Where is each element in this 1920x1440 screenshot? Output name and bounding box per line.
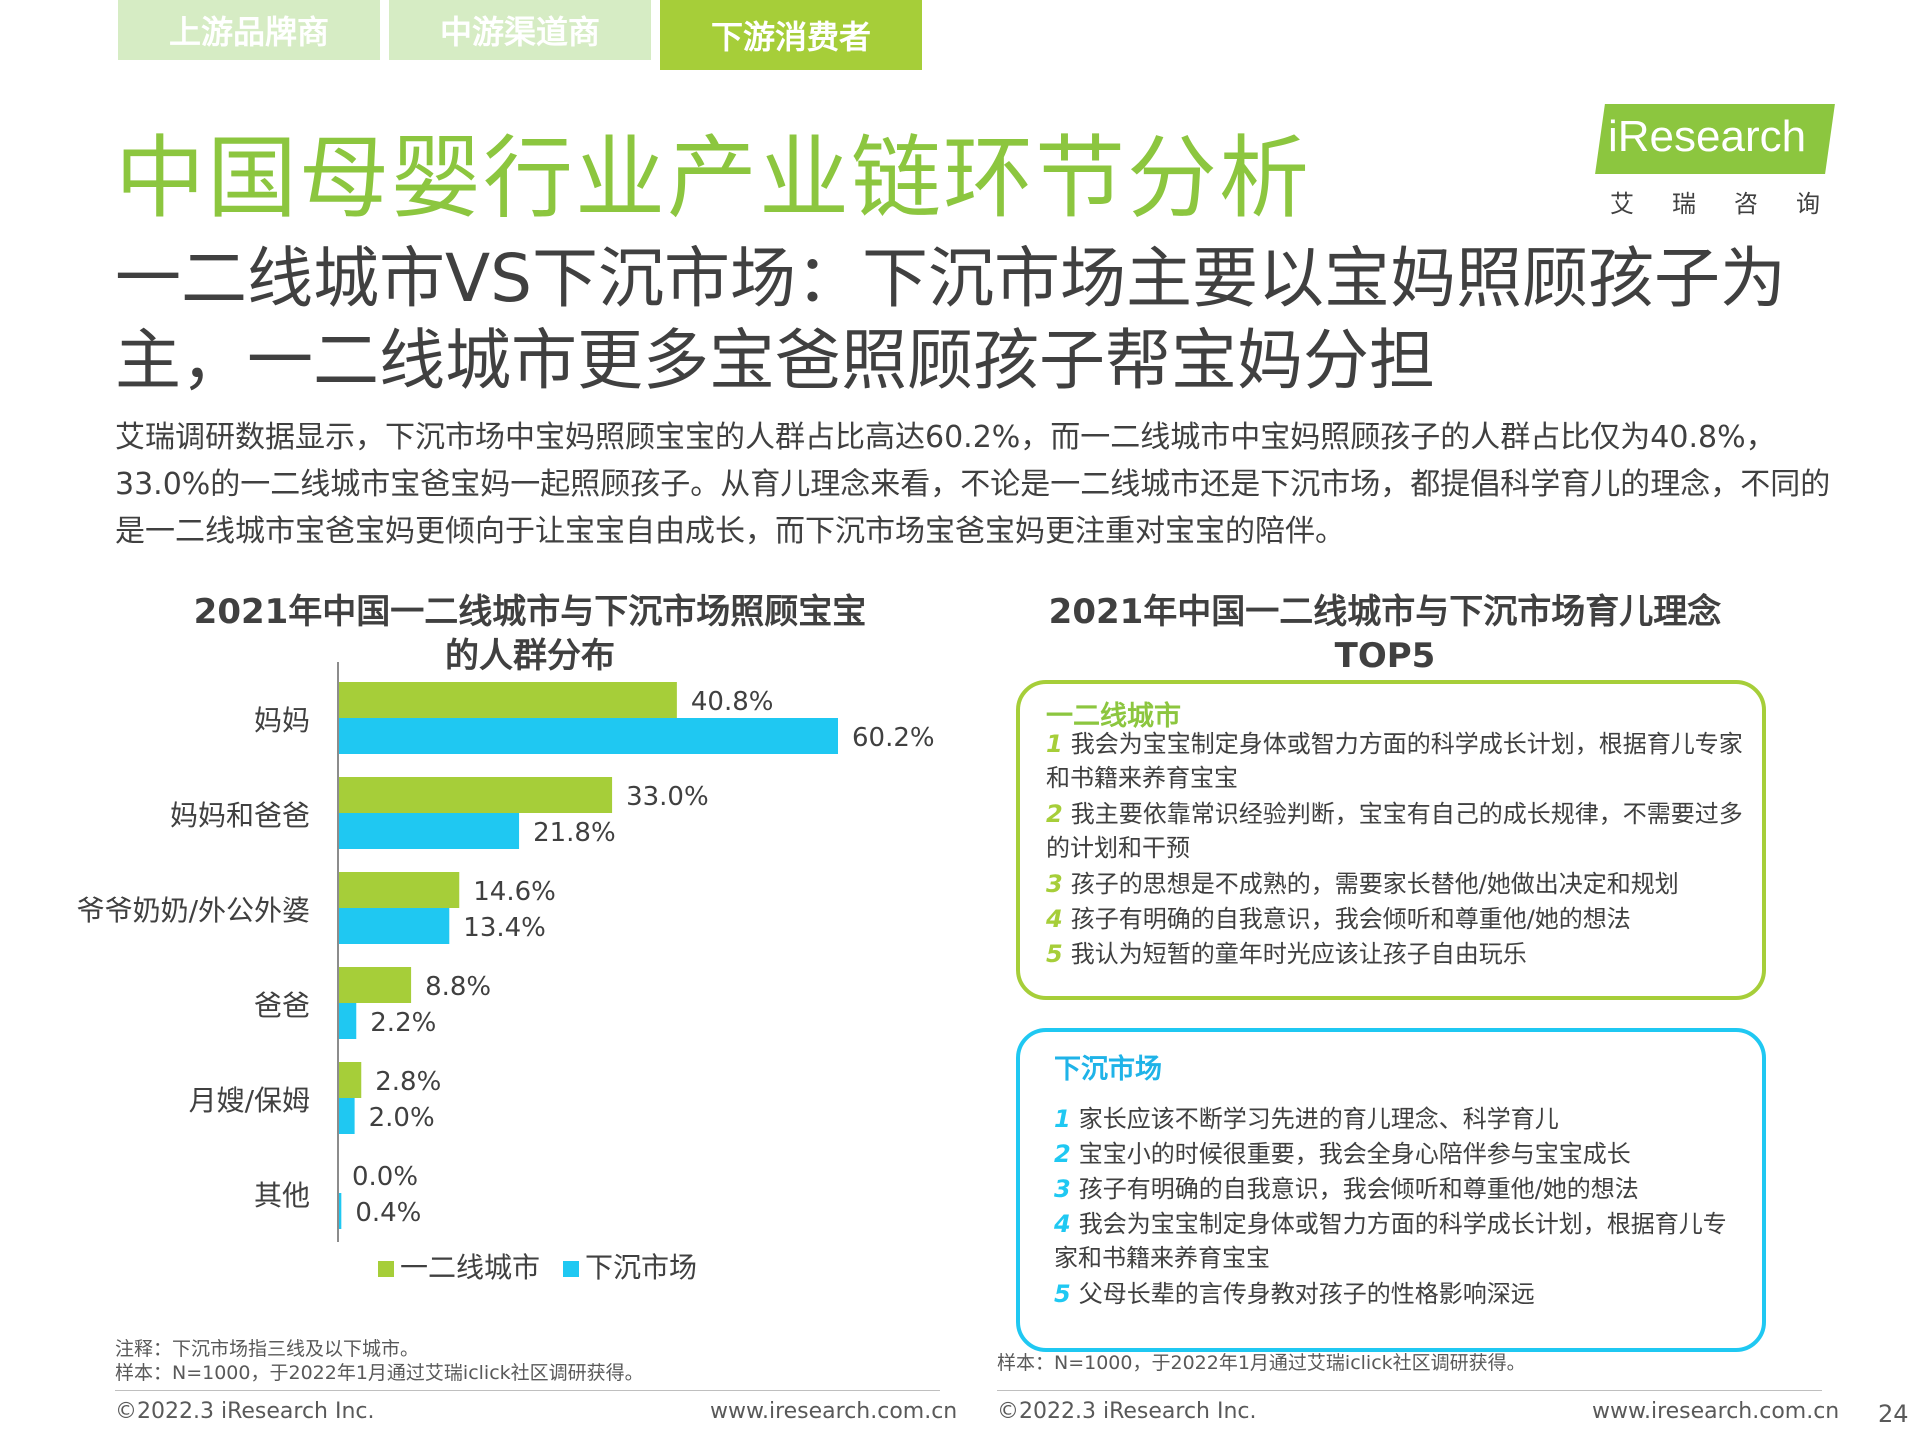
left-footer-copyright: ©2022.3 iResearch Inc.: [115, 1399, 375, 1424]
bar: [338, 1062, 362, 1098]
data-label: 40.8%: [691, 687, 774, 717]
bar: [338, 777, 613, 813]
tier1-item-text: 我会为宝宝制定身体或智力方面的科学成长计划，根据育儿专家和书籍来养育宝宝: [1046, 730, 1743, 792]
lower-item-num: 4: [1054, 1210, 1071, 1238]
right-sample-note: 样本：N=1000，于2022年1月通过艾瑞iclick社区调研获得。: [997, 1352, 1526, 1374]
lower-item: 4 我会为宝宝制定身体或智力方面的科学成长计划，根据育儿专家和书籍来养育宝宝: [1054, 1207, 1744, 1275]
category-label: 其他: [254, 1179, 310, 1212]
left-chart-title: 2021年中国一二线城市与下沉市场照顾宝宝 的人群分布: [120, 590, 940, 678]
summary-paragraph: 艾瑞调研数据显示，下沉市场中宝妈照顾宝宝的人群占比高达60.2%，而一二线城市中…: [115, 420, 1831, 549]
tab-upstream-brands[interactable]: 上游品牌商: [118, 0, 380, 60]
right-footer-copyright: ©2022.3 iResearch Inc.: [997, 1399, 1257, 1424]
bar: [338, 718, 838, 754]
data-label: 60.2%: [852, 723, 935, 753]
tier1-item-text: 孩子有明确的自我意识，我会倾听和尊重他/她的想法: [1070, 905, 1631, 933]
tier1-item-text: 孩子的思想是不成熟的，需要家长替他/她做出决定和规划: [1070, 870, 1679, 898]
tier1-item-num: 2: [1046, 800, 1063, 828]
tier1-item: 4 孩子有明确的自我意识，我会倾听和尊重他/她的想法: [1046, 902, 1746, 936]
lower-item-text: 家长应该不断学习先进的育儿理念、科学育儿: [1078, 1105, 1559, 1133]
left-chart-title-line2: 的人群分布: [445, 636, 615, 676]
left-footer-divider: [115, 1390, 940, 1391]
tier1-item: 1 我会为宝宝制定身体或智力方面的科学成长计划，根据育儿专家和书籍来养育宝宝: [1046, 727, 1746, 795]
data-label: 0.4%: [355, 1198, 421, 1228]
right-panel-title-line1: 2021年中国一二线城市与下沉市场育儿理念: [1048, 592, 1722, 632]
lower-item-num: 3: [1054, 1175, 1071, 1203]
bar-chart: 妈妈 40.8% 60.2% 妈妈和爸爸 33.0% 21.8% 爷爷奶奶/外公外婆 14.6…: [77, 662, 935, 1284]
tier1-cities-box: 一二线城市 1 我会为宝宝制定身体或智力方面的科学成长计划，根据育儿专家和书籍来养…: [1016, 680, 1766, 1000]
tier1-item: 3 孩子的思想是不成熟的，需要家长替他/她做出决定和规划: [1046, 867, 1746, 901]
tab-midstream-channels[interactable]: 中游渠道商: [389, 0, 651, 60]
lower-item-text: 宝宝小的时候很重要，我会全身心陪伴参与宝宝成长: [1078, 1140, 1631, 1168]
right-panel-title-line2: TOP5: [1334, 636, 1436, 676]
lower-item-num: 5: [1054, 1280, 1071, 1308]
logo-subtext: 艾瑞咨询: [1610, 190, 1858, 218]
right-footer-url[interactable]: www.iresearch.com.cn: [1592, 1399, 1840, 1424]
bar: [338, 1003, 357, 1039]
page-subtitle: 一二线城市VS下沉市场：下沉市场主要以宝妈照顾孩子为主，一二线城市更多宝爸照顾孩…: [115, 240, 1787, 399]
lower-item-text: 我会为宝宝制定身体或智力方面的科学成长计划，根据育儿专家和书籍来养育宝宝: [1054, 1210, 1727, 1272]
tier1-item-text: 我主要依靠常识经验判断，宝宝有自己的成长规律，不需要过多的计划和干预: [1046, 800, 1743, 862]
data-label: 14.6%: [473, 877, 556, 907]
bar: [338, 682, 677, 718]
bar: [338, 1098, 355, 1134]
bar: [338, 1193, 342, 1229]
tier1-item: 2 我主要依靠常识经验判断，宝宝有自己的成长规律，不需要过多的计划和干预: [1046, 797, 1746, 865]
category-label: 妈妈和爸爸: [170, 799, 310, 832]
category-label: 爷爷奶奶/外公外婆: [77, 894, 310, 927]
iresearch-logo: iResearch 艾瑞咨询: [1595, 104, 1840, 218]
left-chart-title-line1: 2021年中国一二线城市与下沉市场照顾宝宝: [193, 592, 867, 632]
bar: [338, 813, 520, 849]
legend-swatch: [563, 1261, 579, 1277]
category-label: 妈妈: [254, 704, 310, 737]
tier1-item-num: 3: [1046, 870, 1063, 898]
legend-label: 下沉市场: [585, 1251, 697, 1284]
category-label: 爸爸: [254, 989, 310, 1022]
right-panel-title: 2021年中国一二线城市与下沉市场育儿理念 TOP5: [1000, 590, 1770, 678]
tier1-box-title: 一二线城市: [1046, 701, 1181, 732]
tier1-item-text: 我认为短暂的童年时光应该让孩子自由玩乐: [1070, 940, 1527, 968]
page-title: 中国母婴行业产业链环节分析: [115, 126, 1311, 231]
lower-item: 3 孩子有明确的自我意识，我会倾听和尊重他/她的想法: [1054, 1172, 1754, 1206]
left-sample-note: 样本：N=1000，于2022年1月通过艾瑞iclick社区调研获得。: [115, 1362, 644, 1384]
tier1-item: 5 我认为短暂的童年时光应该让孩子自由玩乐: [1046, 937, 1746, 971]
lower-item-text: 父母长辈的言传身教对孩子的性格影响深远: [1078, 1280, 1535, 1308]
data-label: 33.0%: [626, 782, 709, 812]
tier1-item-num: 5: [1046, 940, 1063, 968]
tab-downstream-consumers[interactable]: 下游消费者: [660, 0, 922, 70]
right-footer-divider: [997, 1390, 1822, 1391]
data-label: 13.4%: [463, 913, 546, 943]
data-label: 2.8%: [375, 1067, 441, 1097]
data-label: 2.2%: [370, 1008, 436, 1038]
tier1-item-num: 4: [1046, 905, 1063, 933]
left-footer-url[interactable]: www.iresearch.com.cn: [710, 1399, 958, 1424]
data-label: 8.8%: [425, 972, 491, 1002]
legend-label: 一二线城市: [400, 1251, 540, 1284]
legend-swatch: [378, 1261, 394, 1277]
bar: [338, 872, 460, 908]
lower-tier-market-box: 下沉市场 1 家长应该不断学习先进的育儿理念、科学育儿 2 宝宝小的时候很重要，我会…: [1016, 1028, 1766, 1352]
data-label: 0.0%: [352, 1162, 418, 1192]
bar: [338, 967, 412, 1003]
lower-item: 2 宝宝小的时候很重要，我会全身心陪伴参与宝宝成长: [1054, 1137, 1754, 1171]
tier1-item-num: 1: [1046, 730, 1063, 758]
lower-item: 5 父母长辈的言传身教对孩子的性格影响深远: [1054, 1277, 1754, 1311]
lower-item-text: 孩子有明确的自我意识，我会倾听和尊重他/她的想法: [1078, 1175, 1639, 1203]
lower-item: 1 家长应该不断学习先进的育儿理念、科学育儿: [1054, 1102, 1754, 1136]
lower-box-title: 下沉市场: [1054, 1054, 1162, 1085]
logo-text: iResearch: [1608, 112, 1807, 161]
page-number: 24: [1878, 1400, 1909, 1428]
data-label: 2.0%: [369, 1103, 435, 1133]
lower-item-num: 1: [1054, 1105, 1071, 1133]
category-label: 月嫂/保姆: [189, 1084, 310, 1117]
data-label: 21.8%: [533, 818, 616, 848]
bar: [338, 908, 450, 944]
left-note: 注释：下沉市场指三线及以下城市。: [115, 1338, 420, 1360]
lower-item-num: 2: [1054, 1140, 1071, 1168]
